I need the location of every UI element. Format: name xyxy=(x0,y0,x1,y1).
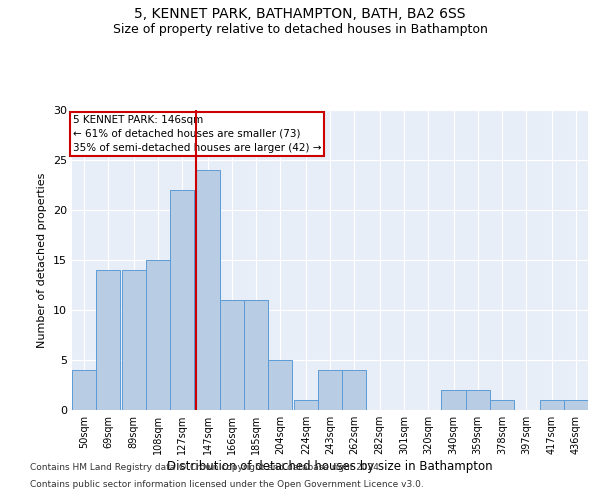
Text: 5, KENNET PARK, BATHAMPTON, BATH, BA2 6SS: 5, KENNET PARK, BATHAMPTON, BATH, BA2 6S… xyxy=(134,8,466,22)
Bar xyxy=(220,300,244,410)
Bar xyxy=(466,390,490,410)
Bar xyxy=(564,400,588,410)
Y-axis label: Number of detached properties: Number of detached properties xyxy=(37,172,47,348)
Bar xyxy=(96,270,121,410)
Bar xyxy=(122,270,146,410)
Text: Contains public sector information licensed under the Open Government Licence v3: Contains public sector information licen… xyxy=(30,480,424,489)
Text: Size of property relative to detached houses in Bathampton: Size of property relative to detached ho… xyxy=(113,22,487,36)
Bar xyxy=(146,260,170,410)
Text: Contains HM Land Registry data © Crown copyright and database right 2024.: Contains HM Land Registry data © Crown c… xyxy=(30,464,382,472)
X-axis label: Distribution of detached houses by size in Bathampton: Distribution of detached houses by size … xyxy=(167,460,493,473)
Bar xyxy=(196,170,220,410)
Bar xyxy=(244,300,268,410)
Bar xyxy=(342,370,367,410)
Text: 5 KENNET PARK: 146sqm
← 61% of detached houses are smaller (73)
35% of semi-deta: 5 KENNET PARK: 146sqm ← 61% of detached … xyxy=(73,115,321,153)
Bar xyxy=(442,390,466,410)
Bar xyxy=(539,400,564,410)
Bar xyxy=(72,370,96,410)
Bar xyxy=(293,400,318,410)
Bar xyxy=(170,190,194,410)
Bar xyxy=(318,370,342,410)
Bar xyxy=(490,400,514,410)
Bar xyxy=(268,360,292,410)
